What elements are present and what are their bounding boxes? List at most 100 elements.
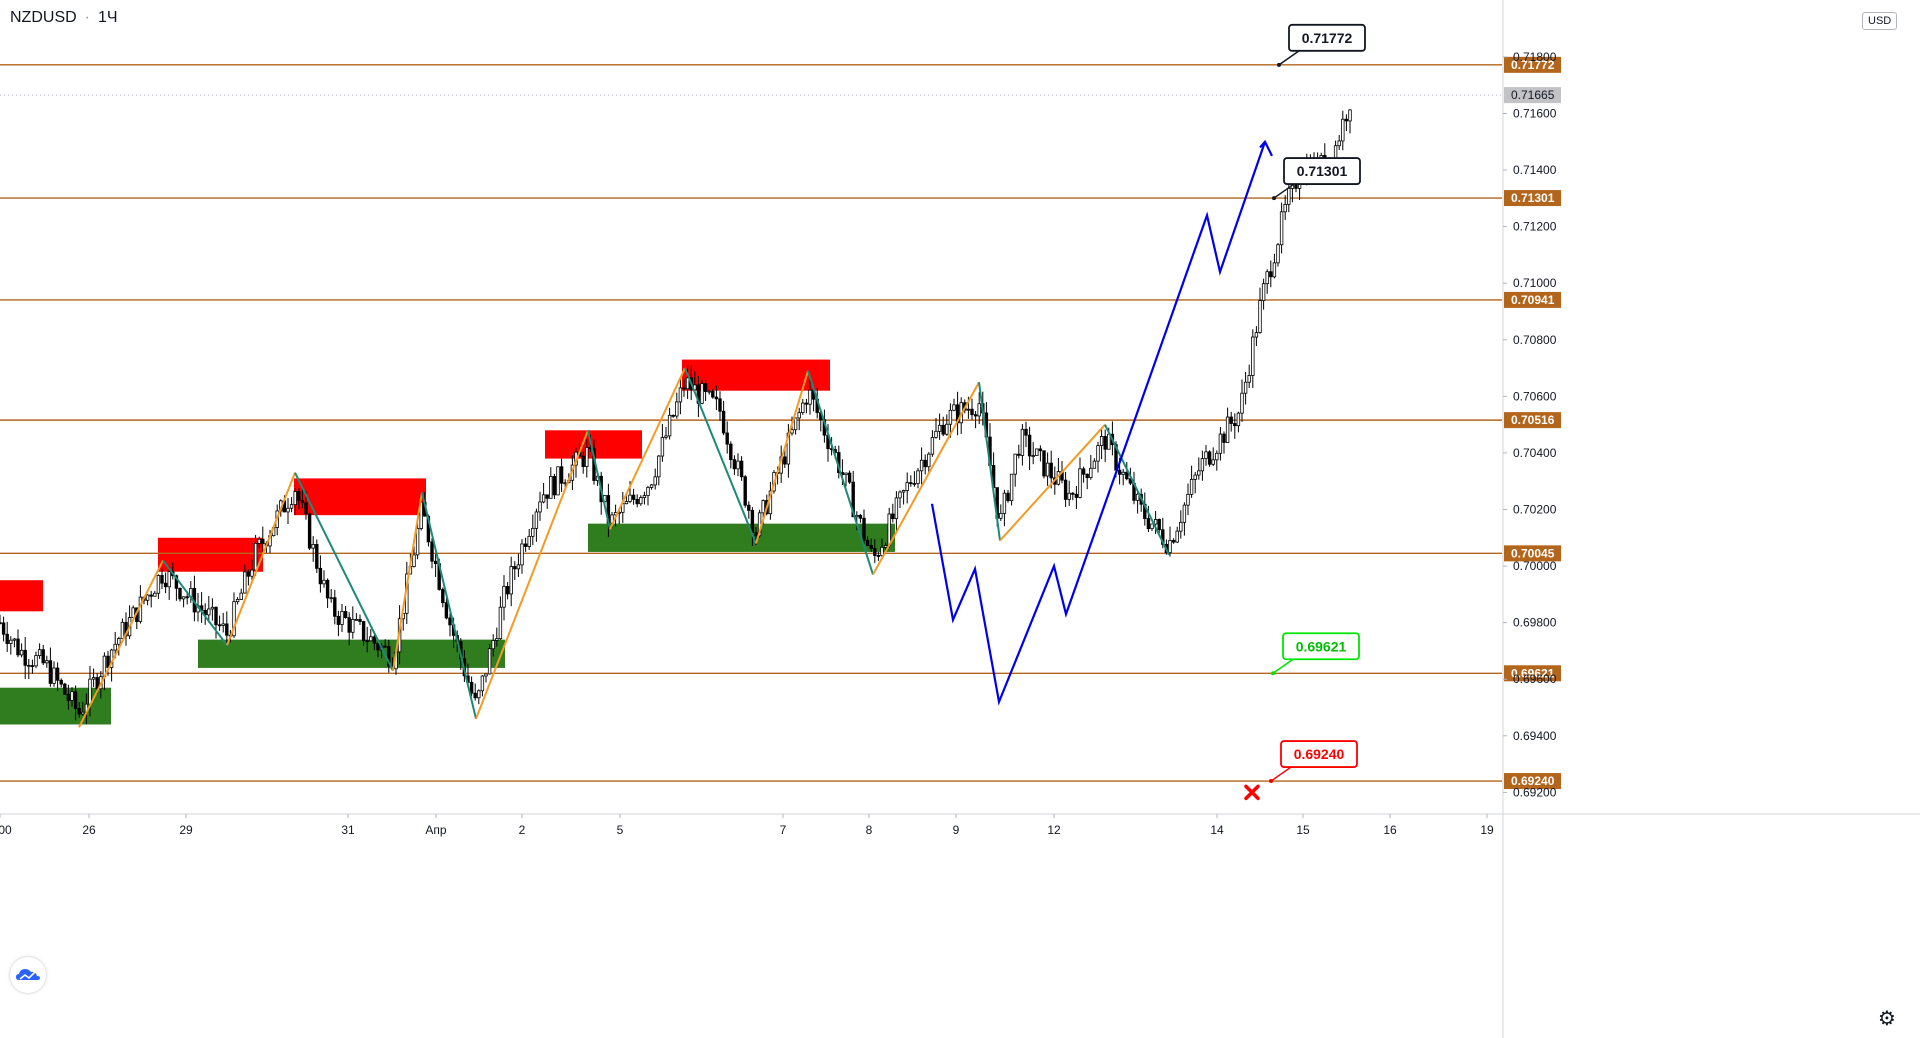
level-price-label: 0.69621 [1511,666,1555,680]
candle-body [1251,336,1255,376]
zigzag-segment [226,472,296,646]
zigzag-segment [807,370,874,575]
candle-body [372,636,377,644]
candle-body [516,564,521,570]
candle-body [977,403,981,417]
zigzag-segment [392,492,423,671]
candle-body [894,497,899,520]
price-tick-label: 0.69400 [1513,729,1557,743]
candle-body [667,414,672,437]
candle-body [1089,467,1093,478]
currency-badge[interactable]: USD [1862,12,1898,30]
price-tick-label: 0.71000 [1513,276,1557,290]
time-tick-label: 16 [1383,823,1397,837]
candle-body [847,472,852,483]
callout-box [1288,23,1366,52]
candle-body [70,691,74,701]
candle-body [1020,428,1025,456]
candle-body [1233,423,1237,427]
candle-body [909,482,913,485]
candle-body [1002,492,1007,514]
zigzag-segment [978,382,1001,541]
candle-body [354,618,359,621]
zigzag-segment [162,559,228,646]
level-price-label: 0.71301 [1511,191,1555,205]
level-price-tag [1504,190,1561,207]
candle-body [1121,471,1125,475]
candle-body [300,499,305,504]
price-tick-label: 0.69800 [1513,616,1557,630]
candle-body [361,621,366,642]
candle-body [311,544,315,549]
price-tick-label: 0.70000 [1513,559,1557,573]
candle-body [210,606,215,610]
candle-body [682,387,686,390]
candle-body [1017,453,1021,456]
time-tick-label: 9 [953,823,960,837]
zigzag-segment [872,381,980,576]
candle-body [1186,493,1190,506]
time-tick-label: 26 [82,823,96,837]
candle-body [1146,518,1151,530]
time-tick-label: 14 [1210,823,1224,837]
candle-body [675,401,679,417]
candle-body [653,476,657,486]
candle-body [433,560,438,565]
time-tick-label: 12 [1047,823,1061,837]
candle-body [480,675,485,692]
candle-body [307,513,312,549]
candle-body [923,459,927,468]
tradingview-cloud-icon[interactable] [10,957,46,993]
price-tick-label: 0.69600 [1513,672,1557,686]
candle-body [484,673,488,677]
callouts-layer: 0.71772 0.71301 0.69621 0.69240 [1244,23,1366,801]
candle-body [340,611,344,625]
candle-body [1035,448,1039,456]
candle-body [304,502,308,515]
last-price-label: 0.71665 [1511,88,1555,102]
time-tick-label: 31 [341,823,355,837]
candle-body [1211,459,1215,465]
candle-body [1067,492,1071,500]
support-zone [588,523,895,552]
candle-body [1175,530,1179,543]
candle-body [336,615,341,625]
candle-body [66,693,71,701]
time-tick-label: 2 [519,823,526,837]
symbol-name[interactable]: NZDUSD [10,9,77,26]
candle-body [365,640,369,643]
candle-body [761,500,765,514]
candle-body [383,645,387,648]
candle-body [325,579,330,599]
candle-body [149,594,153,597]
candle-body [145,594,150,601]
candle-body [1006,492,1010,502]
resistance-zone [0,580,43,612]
candle-body [1013,453,1017,475]
callout-pointer [1273,183,1295,199]
symbol-header[interactable]: NZDUSD · 1Ч [10,9,118,27]
candle-body [1092,460,1097,469]
callout-label: 0.69621 [1296,638,1347,654]
candle-body [1045,462,1050,477]
candle-body [891,513,895,520]
candle-body [898,491,902,499]
candle-body [376,642,380,651]
candle-body [253,542,258,571]
candle-body [1063,479,1068,500]
time-tick-label: 19 [1480,823,1494,837]
zigzag-segment [609,367,686,530]
candle-body [160,575,164,584]
candle-body [901,490,906,493]
candle-body [581,455,585,467]
candle-body [163,582,168,588]
level-price-tag [1504,412,1561,429]
candle-body [1099,435,1104,446]
candle-body [1236,412,1241,427]
gear-icon[interactable]: ⚙ [1878,1008,1896,1030]
candle-body [1193,474,1197,480]
candle-body [1,622,6,635]
interval-label[interactable]: 1Ч [98,9,118,26]
candle-body [81,711,85,715]
